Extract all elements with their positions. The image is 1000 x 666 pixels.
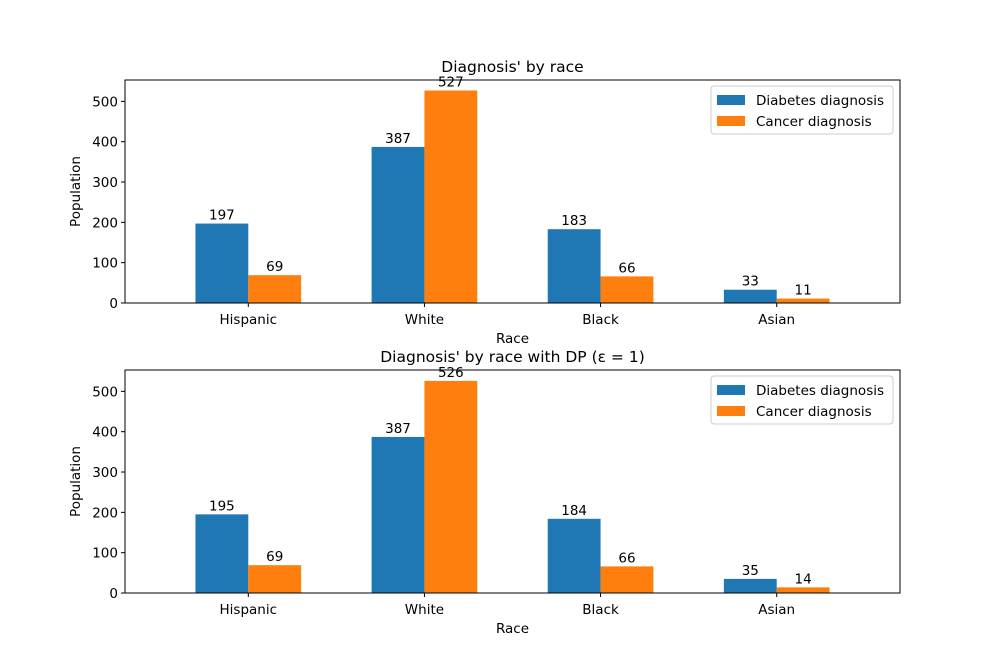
legend-swatch-cancer xyxy=(717,116,745,126)
y-tick-label: 100 xyxy=(92,256,118,272)
x-tick-label-asian: Asian xyxy=(758,602,795,618)
data-label-cancer-hispanic: 69 xyxy=(266,259,283,275)
x-tick-label-black: Black xyxy=(582,312,619,328)
bar-cancer-black xyxy=(600,566,654,593)
bar-diabetes-black xyxy=(547,518,601,593)
y-tick-label: 500 xyxy=(92,94,118,110)
x-tick-label-hispanic: Hispanic xyxy=(220,312,278,328)
data-label-cancer-black: 66 xyxy=(618,260,635,276)
data-label-diabetes-hispanic: 195 xyxy=(209,498,235,514)
chart-1: 197 387 183 33 69 527 66 11 0 100 200 300 400 500 Hisp… xyxy=(68,58,901,347)
y-tick-label: 0 xyxy=(109,296,118,312)
legend-label-cancer: Cancer diagnosis xyxy=(756,404,872,420)
y-tick-label: 400 xyxy=(92,135,118,151)
chart-title: Diagnosis' by race xyxy=(441,58,583,76)
bar-cancer-black xyxy=(600,276,654,303)
legend: Diabetes diagnosis Cancer diagnosis xyxy=(710,85,894,135)
y-axis-label: Population xyxy=(68,446,84,517)
axes-frame xyxy=(124,369,901,594)
x-tick-label-white: White xyxy=(405,602,444,618)
bar-diabetes-white xyxy=(371,436,425,593)
legend: Diabetes diagnosis Cancer diagnosis xyxy=(710,375,894,425)
bar-cancer-white xyxy=(424,90,478,304)
data-label-cancer-asian: 14 xyxy=(795,571,812,587)
y-tick-label: 400 xyxy=(92,425,118,441)
bar-cancer-hispanic xyxy=(248,275,302,303)
x-tick-label-black: Black xyxy=(582,602,619,618)
x-axis-label: Race xyxy=(496,621,529,637)
legend-box xyxy=(710,85,894,135)
bar-cancer-asian xyxy=(776,587,830,593)
y-tick-label: 200 xyxy=(92,505,118,521)
legend-swatch-diabetes xyxy=(717,95,745,105)
data-label-diabetes-asian: 33 xyxy=(742,274,759,290)
data-label-diabetes-white: 387 xyxy=(385,131,411,147)
y-tick-label: 300 xyxy=(92,465,118,481)
chart-title: Diagnosis' by race with DP (ε = 1) xyxy=(380,348,645,366)
bar-cancer-white xyxy=(424,380,478,593)
x-axis-label: Race xyxy=(496,331,529,347)
data-label-diabetes-black: 184 xyxy=(561,503,587,519)
chart-2: 195 387 184 35 69 526 66 14 0 100 200 300 400 500 Hisp… xyxy=(68,348,901,637)
legend-label-diabetes: Diabetes diagnosis xyxy=(756,383,884,399)
data-label-cancer-white: 527 xyxy=(438,74,464,90)
y-tick-label: 300 xyxy=(92,175,118,191)
data-label-cancer-hispanic: 69 xyxy=(266,549,283,565)
data-label-cancer-white: 526 xyxy=(438,365,464,381)
y-tick-label: 200 xyxy=(92,215,118,231)
legend-box xyxy=(710,375,894,425)
legend-swatch-cancer xyxy=(717,406,745,416)
bar-cancer-hispanic xyxy=(248,565,302,593)
data-label-diabetes-black: 183 xyxy=(561,213,587,229)
bar-diabetes-asian xyxy=(723,578,777,593)
bar-diabetes-white xyxy=(371,146,425,303)
y-axis-label: Population xyxy=(68,156,84,227)
data-label-diabetes-hispanic: 197 xyxy=(209,208,235,224)
data-label-cancer-black: 66 xyxy=(618,550,635,566)
y-tick-label: 100 xyxy=(92,546,118,562)
x-tick-label-hispanic: Hispanic xyxy=(220,602,278,618)
bar-diabetes-hispanic xyxy=(195,223,249,303)
data-label-diabetes-white: 387 xyxy=(385,421,411,437)
bar-diabetes-black xyxy=(547,229,601,303)
data-label-cancer-asian: 11 xyxy=(795,283,812,299)
bar-diabetes-asian xyxy=(723,289,777,303)
data-label-diabetes-asian: 35 xyxy=(742,563,759,579)
legend-swatch-diabetes xyxy=(717,385,745,395)
y-tick-label: 500 xyxy=(92,384,118,400)
axes-frame xyxy=(124,79,901,304)
legend-label-diabetes: Diabetes diagnosis xyxy=(756,93,884,109)
bar-diabetes-hispanic xyxy=(195,514,249,593)
x-tick-label-white: White xyxy=(405,312,444,328)
bar-cancer-asian xyxy=(776,298,830,303)
x-tick-label-asian: Asian xyxy=(758,312,795,328)
y-tick-label: 0 xyxy=(109,586,118,602)
legend-label-cancer: Cancer diagnosis xyxy=(756,114,872,130)
